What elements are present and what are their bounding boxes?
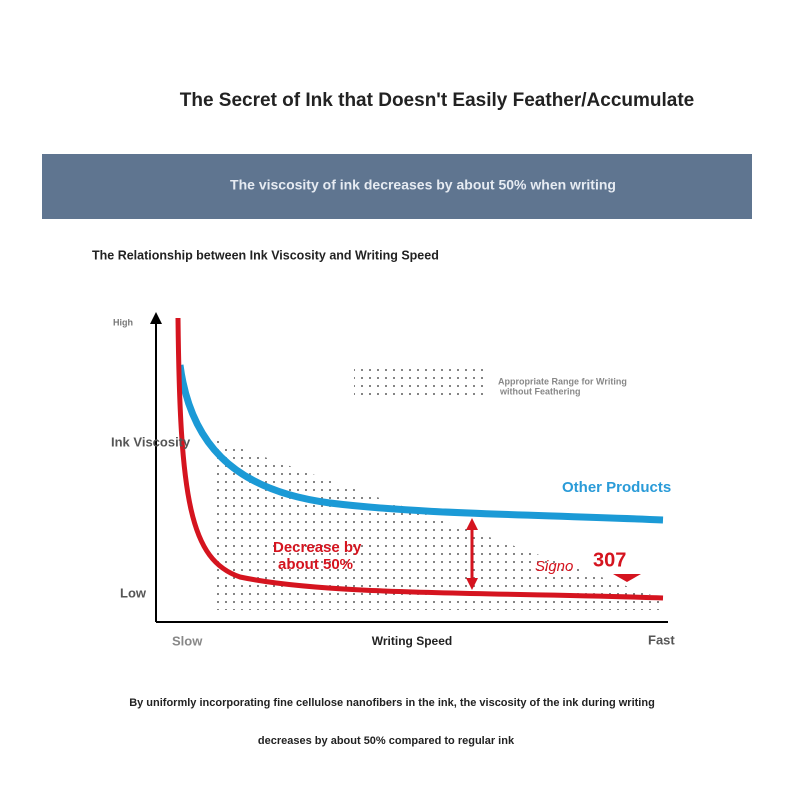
decrease-label: about 50% <box>278 556 353 573</box>
title: The Secret of Ink that Doesn't Easily Fe… <box>180 90 695 111</box>
y-low: Low <box>120 585 147 600</box>
diagram-heading: The Relationship between Ink Viscosity a… <box>92 248 439 262</box>
appropriate-range <box>217 440 660 610</box>
logo-model: 307 <box>593 549 626 571</box>
legend-text: Appropriate Range for Writing <box>498 376 627 386</box>
footer-text: By uniformly incorporating fine cellulos… <box>129 697 655 709</box>
logo-brand: Signo <box>535 558 573 575</box>
legend-text: without Feathering <box>499 386 581 396</box>
logo-mark <box>613 574 641 582</box>
signo-curve <box>175 317 664 601</box>
y-high: High <box>113 317 133 327</box>
banner-text: The viscosity of ink decreases by about … <box>230 177 616 193</box>
banner <box>42 154 752 219</box>
x-slow: Slow <box>172 633 203 648</box>
x-label: Writing Speed <box>372 634 452 648</box>
y-label: Ink Viscosity <box>111 434 191 449</box>
other-products-label: Other Products <box>562 479 671 496</box>
legend-swatch <box>354 368 484 398</box>
footer-text: decreases by about 50% compared to regul… <box>258 735 515 747</box>
x-fast: Fast <box>648 632 675 647</box>
decrease-label: Decrease by <box>273 539 362 556</box>
other-products-curve <box>176 364 664 524</box>
